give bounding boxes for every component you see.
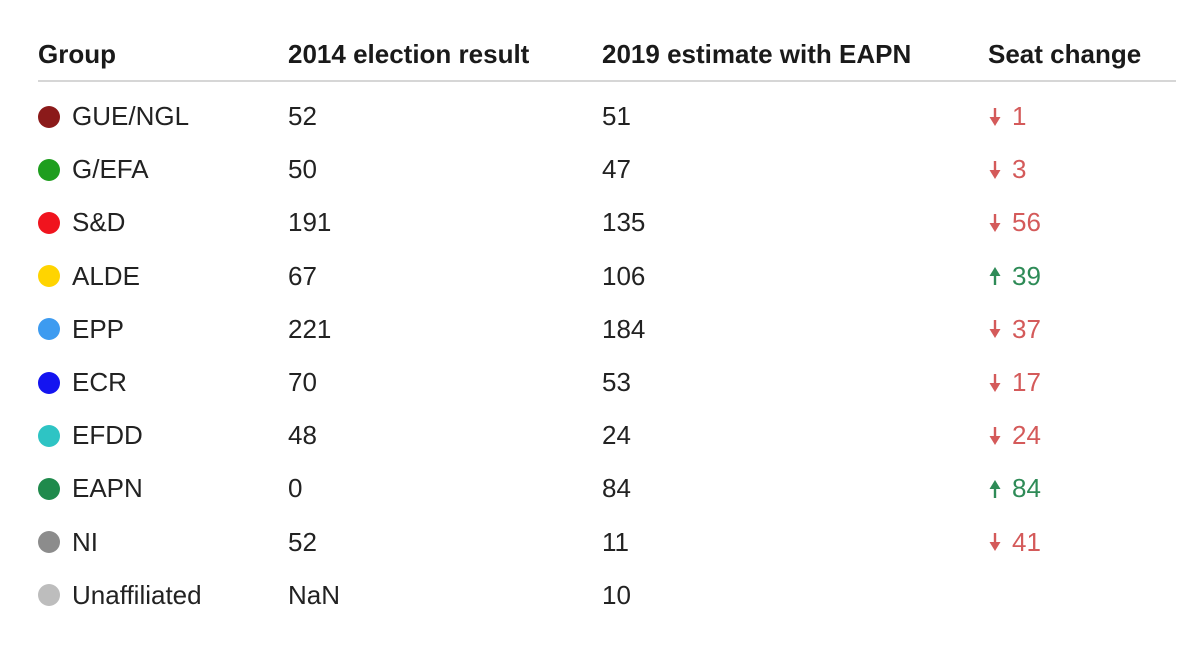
header-2014-result: 2014 election result [288, 38, 530, 69]
group-label: EFDD [72, 420, 143, 451]
arrow-down-icon [989, 213, 1001, 232]
result-2014-cell: 52 [288, 526, 317, 557]
estimate-2019-cell: 84 [602, 473, 631, 504]
group-color-dot [38, 158, 60, 181]
group-color-dot [38, 424, 60, 447]
group-color-dot [38, 105, 60, 128]
group-color-dot [38, 477, 60, 500]
seat-change-value: 24 [1012, 420, 1041, 451]
arrow-up-icon [989, 479, 1001, 498]
table-row: G/EFA 50 47 3 [38, 143, 1176, 196]
seat-change-cell: 17 [988, 367, 1176, 398]
group-cell: EPP [38, 314, 288, 345]
seat-change-cell: 24 [988, 420, 1176, 451]
estimate-2019-cell: 11 [602, 526, 629, 557]
estimate-2019-cell: 47 [602, 154, 631, 185]
arrow-up-icon [989, 267, 1001, 286]
header-2019-estimate: 2019 estimate with EAPN [602, 38, 912, 69]
result-2014-cell: 191 [288, 207, 332, 238]
table-row: S&D 191 135 56 [38, 196, 1176, 249]
group-cell: ECR [38, 367, 288, 398]
table-body: GUE/NGL 52 51 1 G/EFA 50 47 3 S&D 191 135 56 ALDE 67 1… [38, 82, 1176, 622]
table-row: Unaffiliated NaN 10 [38, 569, 1176, 622]
group-cell: GUE/NGL [38, 101, 288, 132]
group-cell: S&D [38, 207, 288, 238]
table-row: EFDD 48 24 24 [38, 409, 1176, 462]
group-label: Unaffiliated [72, 579, 202, 610]
header-seat-change: Seat change [988, 38, 1142, 69]
seat-table: Group 2014 election result 2019 estimate… [38, 28, 1176, 622]
arrow-down-icon [989, 373, 1001, 392]
seat-change-value: 56 [1012, 207, 1041, 238]
seat-change-cell: 37 [988, 314, 1176, 345]
header-group: Group [38, 38, 116, 69]
group-color-dot [38, 531, 60, 554]
seat-change-value: 41 [1012, 526, 1041, 557]
table-row: ALDE 67 106 39 [38, 250, 1176, 303]
result-2014-cell: 221 [288, 313, 332, 344]
seat-change-cell: 39 [988, 261, 1176, 292]
arrow-down-icon [989, 320, 1001, 339]
seat-change-value: 3 [1012, 154, 1027, 185]
group-color-dot [38, 265, 60, 288]
group-cell: NI [38, 527, 288, 558]
arrow-down-icon [989, 533, 1001, 552]
group-color-dot [38, 584, 60, 607]
arrow-down-icon [989, 426, 1001, 445]
table-row: ECR 70 53 17 [38, 356, 1176, 409]
table-header: Group 2014 election result 2019 estimate… [38, 28, 1176, 82]
estimate-2019-cell: 53 [602, 367, 631, 398]
seat-change-value: 39 [1012, 260, 1041, 291]
result-2014-cell: 50 [288, 154, 317, 185]
estimate-2019-cell: 135 [602, 207, 646, 238]
group-label: ALDE [72, 260, 140, 291]
seat-change-cell: 1 [988, 101, 1176, 132]
result-2014-cell: 67 [288, 260, 317, 291]
group-label: G/EFA [72, 154, 149, 185]
table-row: EAPN 0 84 84 [38, 462, 1176, 515]
table-row: EPP 221 184 37 [38, 303, 1176, 356]
group-cell: G/EFA [38, 154, 288, 185]
arrow-down-icon [989, 160, 1001, 179]
seat-change-value: 17 [1012, 367, 1041, 398]
group-label: EPP [72, 313, 125, 344]
table-row: GUE/NGL 52 51 1 [38, 90, 1176, 143]
group-cell: EAPN [38, 473, 288, 504]
estimate-2019-cell: 106 [602, 260, 646, 291]
estimate-2019-cell: 24 [602, 420, 631, 451]
group-label: ECR [72, 367, 127, 398]
seat-change-cell: 41 [988, 527, 1176, 558]
group-color-dot [38, 318, 60, 341]
table-row: NI 52 11 41 [38, 516, 1176, 569]
arrow-down-icon [989, 107, 1001, 126]
group-label: S&D [72, 207, 126, 238]
seat-change-cell: 3 [988, 154, 1176, 185]
group-cell: Unaffiliated [38, 580, 288, 611]
group-cell: ALDE [38, 261, 288, 292]
group-cell: EFDD [38, 420, 288, 451]
group-label: NI [72, 526, 98, 557]
result-2014-cell: 0 [288, 473, 303, 504]
seat-change-value: 1 [1012, 101, 1027, 132]
seat-change-cell: 84 [988, 473, 1176, 504]
result-2014-cell: NaN [288, 579, 341, 610]
group-label: EAPN [72, 473, 143, 504]
estimate-2019-cell: 10 [602, 579, 631, 610]
estimate-2019-cell: 51 [602, 101, 631, 132]
result-2014-cell: 70 [288, 367, 317, 398]
result-2014-cell: 52 [288, 101, 317, 132]
result-2014-cell: 48 [288, 420, 317, 451]
group-color-dot [38, 211, 60, 234]
seat-change-value: 37 [1012, 313, 1041, 344]
seat-change-cell: 56 [988, 207, 1176, 238]
estimate-2019-cell: 184 [602, 313, 646, 344]
group-color-dot [38, 371, 60, 394]
seat-change-value: 84 [1012, 473, 1041, 504]
group-label: GUE/NGL [72, 101, 190, 132]
